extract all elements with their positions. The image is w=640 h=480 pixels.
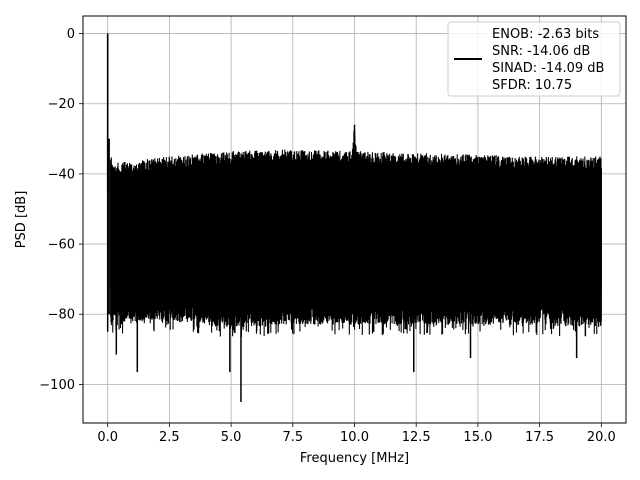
x-tick-label: 20.0 <box>587 430 616 445</box>
psd-trace-core <box>110 137 602 290</box>
y-tick-label: −20 <box>48 97 75 112</box>
legend-box <box>447 21 621 97</box>
y-tick-label: −60 <box>48 238 75 253</box>
x-tick-label: 5.0 <box>221 430 242 445</box>
legend-entry: SFDR: 10.75 <box>492 78 572 93</box>
x-tick-label: 0.0 <box>97 430 118 445</box>
x-tick-label: 7.5 <box>282 430 303 445</box>
x-tick-label: 15.0 <box>463 430 492 445</box>
x-axis-label: Frequency [MHz] <box>300 451 409 466</box>
y-tick-label: −40 <box>48 167 75 182</box>
legend: ENOB: -2.63 bits SNR: -14.06 dB SINAD: -… <box>447 21 621 97</box>
y-tick-label: 0 <box>67 27 75 42</box>
legend-entry: SINAD: -14.09 dB <box>492 61 604 76</box>
y-tick-label: −100 <box>39 378 75 393</box>
x-tick-label: 17.5 <box>525 430 554 445</box>
ticks: 0.0 2.5 5.0 7.5 10.0 12.5 15.0 17.5 20.0 0 −20 −40 −… <box>39 27 616 445</box>
legend-entry: SNR: -14.06 dB <box>492 44 590 59</box>
y-axis-label: PSD [dB] <box>14 191 29 249</box>
legend-entry: ENOB: -2.63 bits <box>492 27 599 42</box>
data-layer <box>106 33 602 402</box>
x-tick-label: 12.5 <box>402 430 431 445</box>
y-tick-label: −80 <box>48 308 75 323</box>
x-tick-label: 10.0 <box>340 430 369 445</box>
x-tick-label: 2.5 <box>159 430 180 445</box>
